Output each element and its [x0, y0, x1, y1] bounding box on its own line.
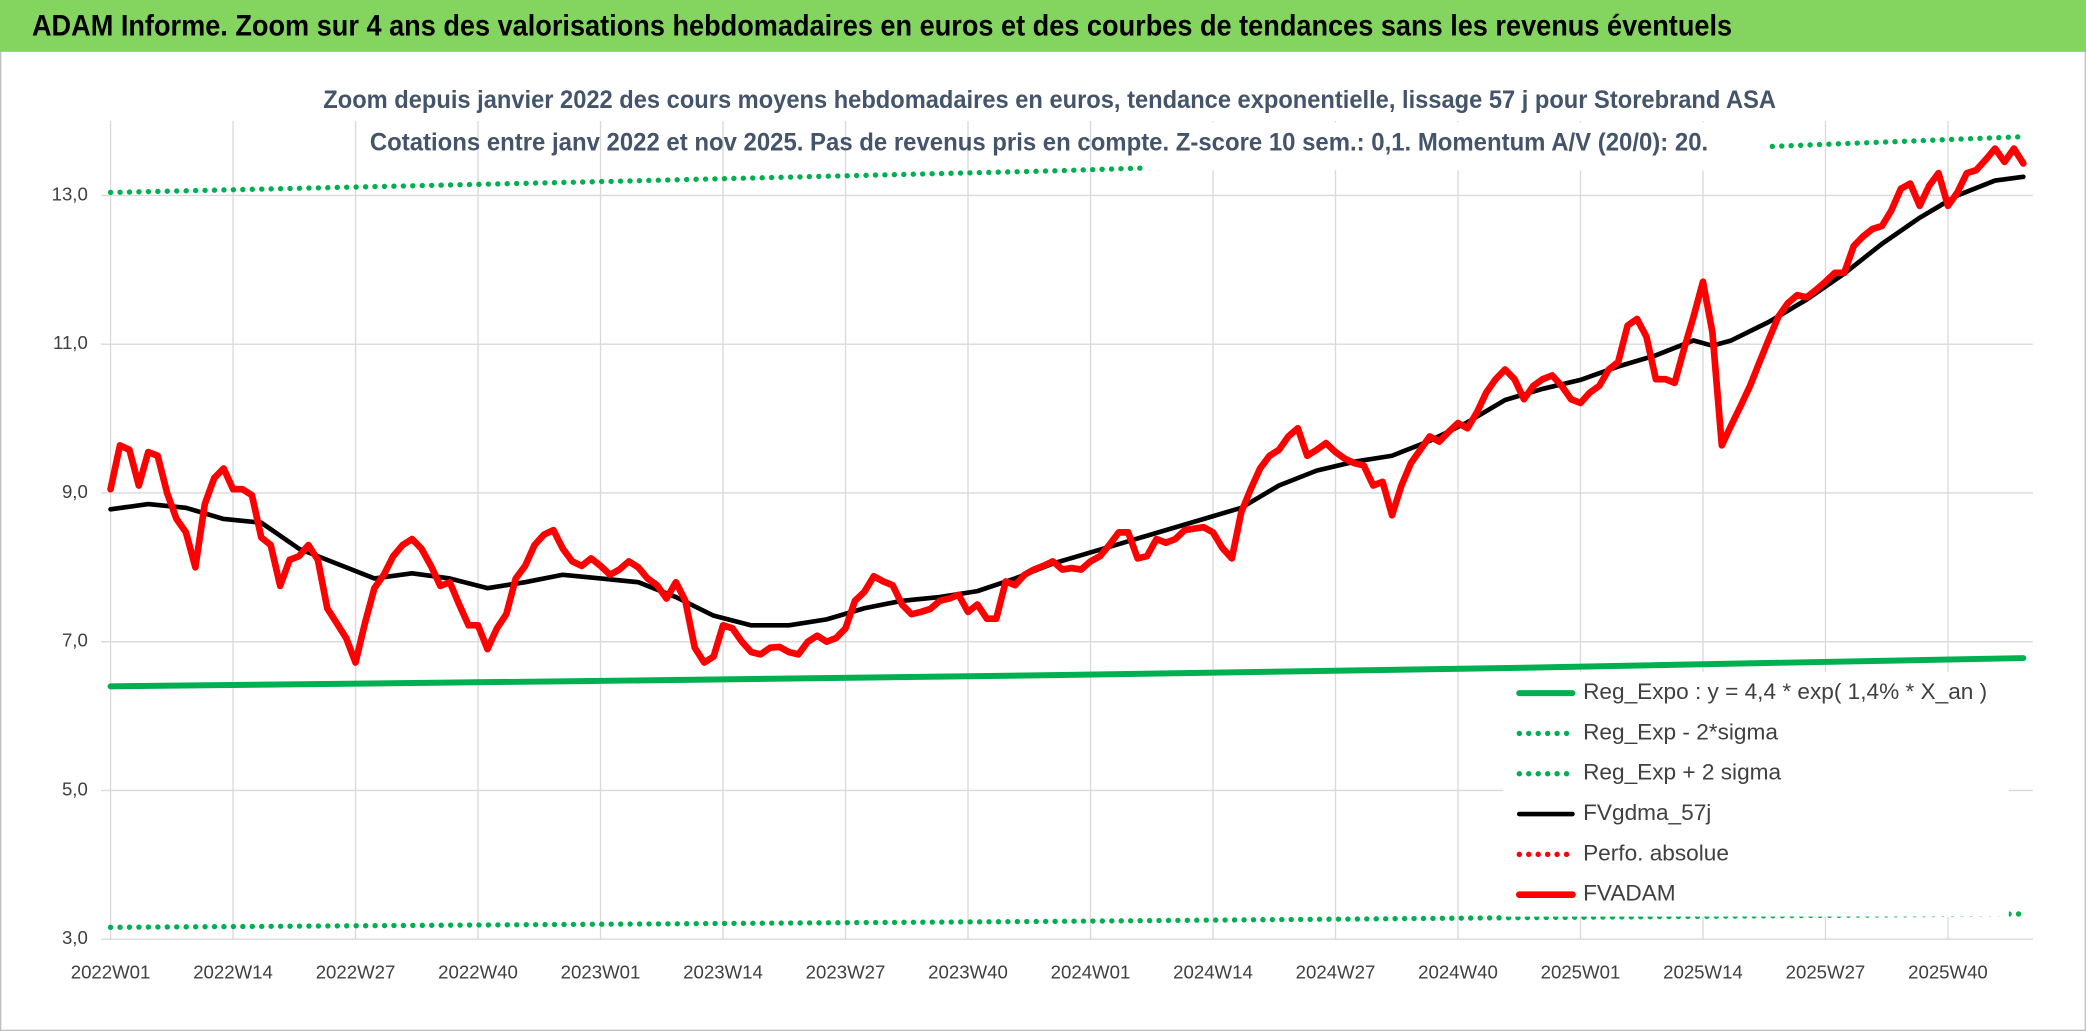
y-tick-label: 9,0 — [62, 481, 88, 502]
x-tick-label: 2023W40 — [928, 962, 1008, 983]
x-tick-label: 2022W40 — [438, 962, 518, 983]
legend-label: Reg_Exp + 2 sigma — [1583, 760, 1781, 785]
legend-background — [1503, 671, 2009, 917]
x-tick-label: 2025W14 — [1663, 962, 1743, 983]
x-tick-label: 2025W27 — [1786, 962, 1866, 983]
x-tick-label: 2022W01 — [71, 962, 151, 983]
subtitle: Cotations entre janv 2022 et nov 2025. P… — [370, 128, 1708, 156]
x-tick-label: 2023W27 — [806, 962, 886, 983]
plot-area: 3,0 5,0 7,0 9,0 11,0 13,0 2022W01 2022W14 2022W2… — [52, 121, 2033, 983]
chart-title: ADAM Informe. Zoom sur 4 ans des valoris… — [32, 11, 1732, 43]
x-tick-label: 2023W14 — [683, 962, 763, 983]
y-tick-label: 5,0 — [62, 778, 88, 799]
y-tick-label: 3,0 — [62, 927, 88, 948]
legend-label: Reg_Expo : y = 4,4 * exp( 1,4% * X_an ) — [1583, 679, 1987, 704]
x-tick-label: 2024W14 — [1173, 962, 1253, 983]
y-tick-label: 7,0 — [62, 630, 88, 651]
y-tick-label: 13,0 — [52, 183, 88, 204]
series-line — [107, 134, 2027, 196]
legend-label: FVADAM — [1583, 881, 1676, 906]
legend-label: Perfo. absolue — [1583, 840, 1729, 865]
legend-label: Reg_Exp - 2*sigma — [1583, 719, 1778, 744]
legend-label: FVgdma_57j — [1583, 800, 1711, 825]
x-tick-label: 2025W40 — [1908, 962, 1988, 983]
subtitle: Zoom depuis janvier 2022 des cours moyen… — [323, 86, 1776, 114]
series-line — [107, 655, 2027, 690]
x-tick-label: 2022W27 — [316, 962, 396, 983]
x-tick-label: 2025W01 — [1541, 962, 1621, 983]
x-tick-label: 2024W01 — [1051, 962, 1131, 983]
y-tick-label: 11,0 — [53, 332, 88, 353]
x-tick-label: 2024W27 — [1296, 962, 1376, 983]
legend: Reg_Expo : y = 4,4 * exp( 1,4% * X_an ) R… — [1503, 671, 2009, 917]
x-tick-label: 2022W14 — [193, 962, 273, 983]
x-tick-label: 2023W01 — [561, 962, 641, 983]
series-line — [107, 145, 2027, 666]
subtitle-background — [1144, 122, 1770, 171]
title-bar — [0, 0, 2086, 52]
x-tick-label: 2024W40 — [1418, 962, 1498, 983]
